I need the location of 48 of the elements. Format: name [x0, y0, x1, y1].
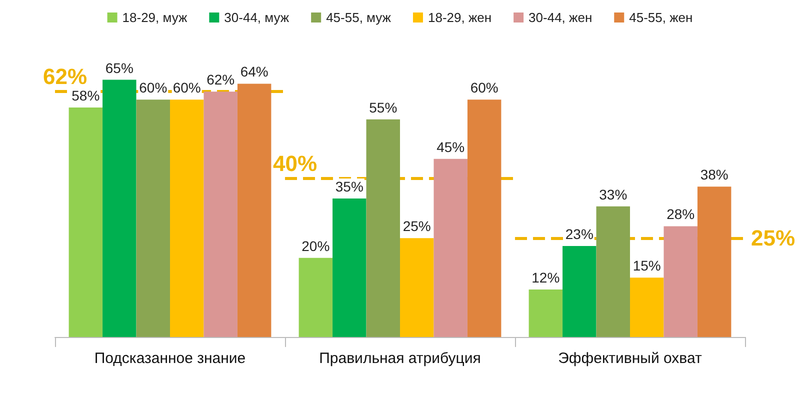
legend-label: 45-55, муж — [326, 10, 392, 25]
bar — [136, 100, 170, 337]
data-label: 20% — [302, 238, 330, 254]
bar — [434, 158, 468, 337]
ref-line-label: 62% — [43, 64, 88, 90]
x-tick-label: Подсказанное знание — [94, 350, 246, 367]
data-label: 33% — [599, 186, 628, 202]
bar — [697, 186, 732, 337]
data-label: 12% — [532, 270, 560, 286]
data-label: 60% — [470, 80, 498, 96]
bar — [204, 92, 238, 337]
legend-label: 18-29, муж — [122, 10, 188, 25]
bar — [562, 246, 596, 337]
data-label: 65% — [105, 60, 134, 76]
bar — [102, 80, 136, 337]
data-label: 23% — [565, 226, 594, 242]
bar — [170, 100, 204, 337]
ref-line-label: 25% — [751, 226, 796, 251]
data-label: 58% — [72, 87, 100, 104]
legend-label: 18-29, жен — [428, 10, 492, 25]
data-label: 60% — [172, 80, 201, 96]
legend-label: 30-44, жен — [528, 10, 592, 25]
bar — [68, 107, 103, 337]
ref-line-label: 40% — [273, 151, 318, 176]
data-label: 60% — [139, 80, 168, 96]
data-label: 38% — [700, 166, 728, 183]
data-label: 35% — [335, 178, 364, 194]
data-label: 55% — [369, 99, 398, 116]
bar — [298, 258, 333, 337]
data-label: 45% — [436, 138, 465, 155]
x-tick-label: Правильная атрибуция — [319, 350, 481, 367]
legend-label: 30-44, муж — [224, 10, 290, 25]
x-tick-label: Эффективный охват — [558, 350, 702, 367]
bar — [596, 206, 630, 337]
data-label: 28% — [666, 206, 695, 222]
data-label: 64% — [240, 64, 268, 80]
bar — [366, 119, 400, 337]
bar — [630, 278, 664, 337]
data-label: 62% — [206, 72, 235, 88]
bar — [664, 226, 698, 337]
bar — [528, 290, 563, 337]
bar — [332, 198, 366, 337]
bar — [237, 84, 272, 337]
bar — [467, 100, 502, 337]
legend-label: 45-55, жен — [629, 10, 693, 25]
data-label: 25% — [402, 218, 431, 234]
data-label: 15% — [632, 258, 661, 274]
bar — [400, 238, 434, 337]
